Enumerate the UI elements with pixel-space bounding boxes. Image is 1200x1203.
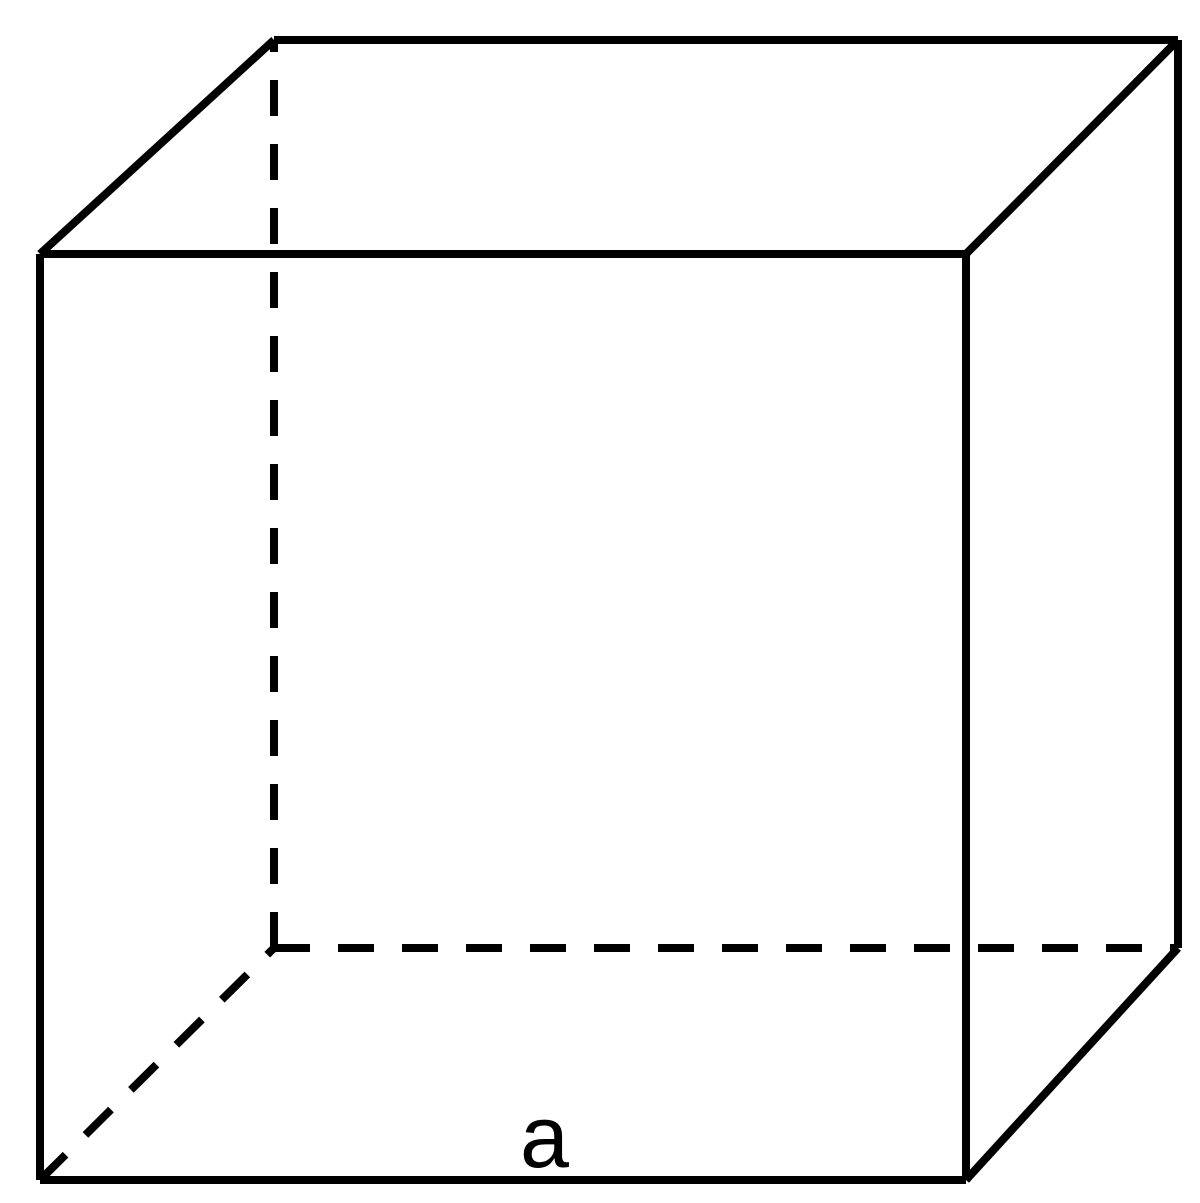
cube-diagram: [0, 0, 1200, 1203]
diagram-background: [0, 0, 1200, 1203]
edge-label-a: a: [520, 1086, 569, 1188]
